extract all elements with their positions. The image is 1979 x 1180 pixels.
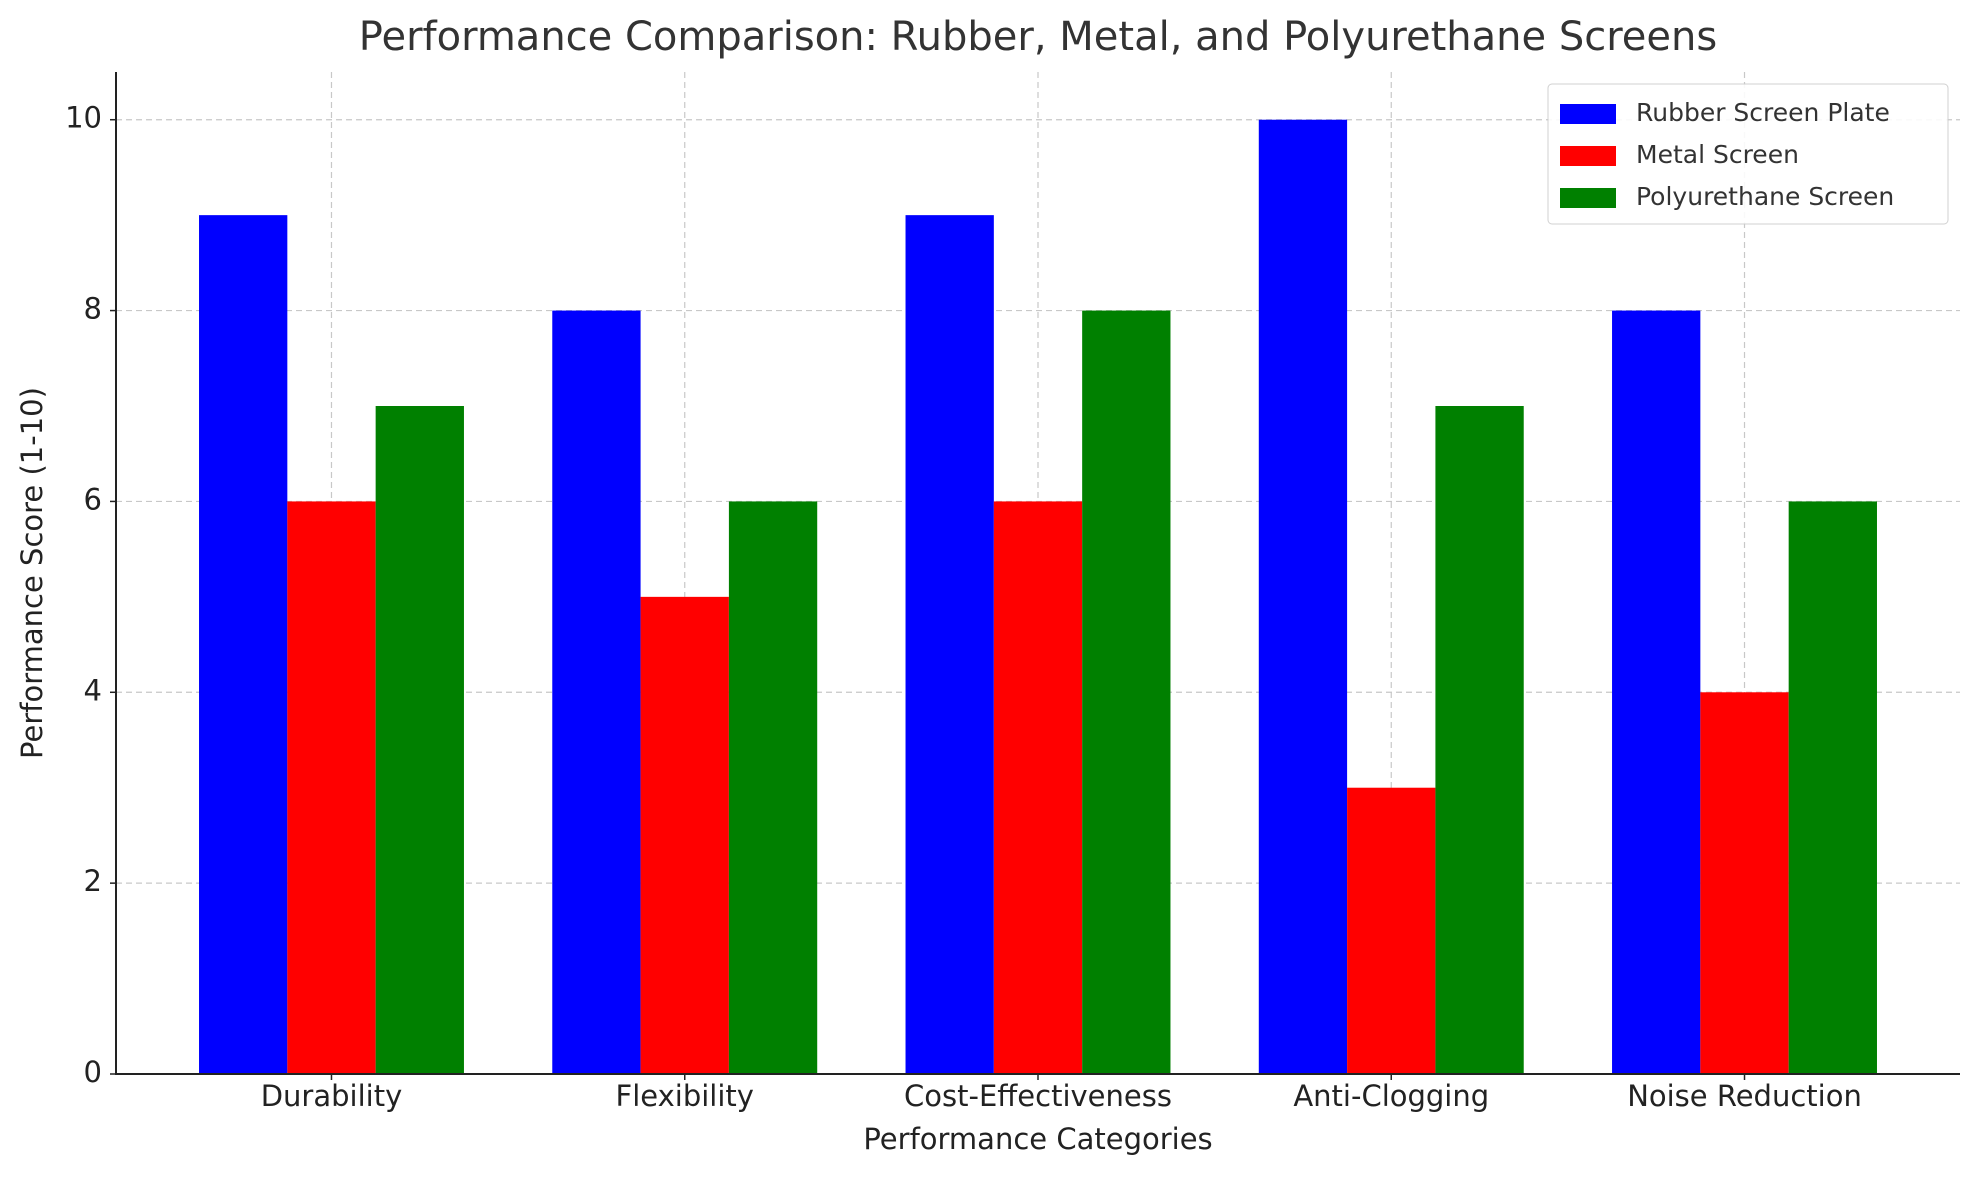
bar: [640, 596, 729, 1074]
bar: [375, 406, 464, 1074]
bar: [1435, 406, 1524, 1074]
x-tick-label: Flexibility: [616, 1079, 754, 1113]
x-axis-label: Performance Categories: [863, 1122, 1212, 1156]
chart-title: Performance Comparison: Rubber, Metal, a…: [359, 14, 1717, 60]
bar: [1258, 119, 1348, 1074]
bar: [993, 501, 1083, 1074]
bars: [199, 119, 1877, 1075]
x-tick-label: Durability: [261, 1079, 403, 1113]
legend-label: Metal Screen: [1636, 140, 1799, 169]
legend-box: [1547, 83, 1949, 225]
legend-swatch: [1560, 146, 1616, 166]
bar: [1082, 310, 1171, 1075]
bar: [1788, 501, 1877, 1074]
x-tick-label: Anti-Clogging: [1293, 1079, 1489, 1113]
x-tick-label: Noise Reduction: [1627, 1079, 1862, 1113]
bar: [905, 215, 994, 1075]
legend-swatch: [1560, 104, 1616, 124]
bar: [728, 501, 818, 1074]
bar: [1347, 787, 1436, 1074]
bar: [1612, 310, 1701, 1075]
bar: [199, 215, 288, 1075]
legend-label: Polyurethane Screen: [1636, 182, 1894, 211]
y-tick-label: 8: [84, 292, 102, 326]
bar: [552, 310, 641, 1075]
y-axis-label: Performance Score (1-10): [15, 387, 49, 759]
axes: [115, 72, 1960, 1075]
bar: [1700, 692, 1789, 1074]
bar: [287, 501, 376, 1074]
y-tick-label: 0: [84, 1055, 102, 1089]
y-tick-label: 2: [84, 864, 102, 898]
legend: Rubber Screen Plate Metal Screen Polyureth…: [1547, 83, 1949, 225]
y-tick-label: 10: [65, 101, 102, 135]
y-tick-label: 4: [84, 673, 102, 707]
x-tick-label: Cost-Effectiveness: [904, 1079, 1172, 1113]
legend-label: Rubber Screen Plate: [1636, 98, 1890, 127]
legend-swatch: [1560, 188, 1616, 208]
y-tick-label: 6: [84, 482, 102, 516]
